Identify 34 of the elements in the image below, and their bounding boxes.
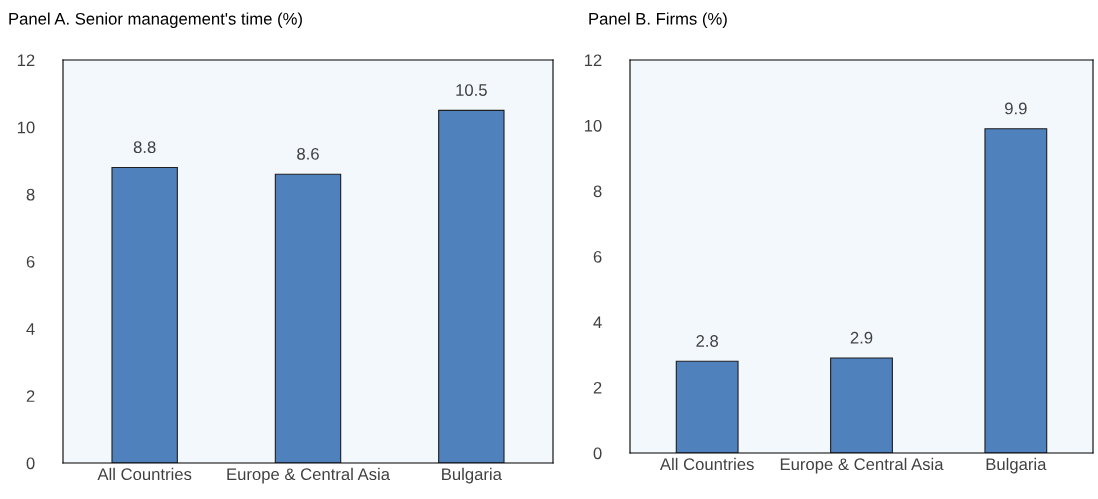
x-tick-label: All Countries — [97, 467, 192, 481]
bar — [830, 357, 893, 453]
y-tick-label: 6 — [593, 250, 602, 263]
data-label: 2.9 — [850, 331, 873, 344]
x-tick-label: Bulgaria — [442, 467, 502, 484]
y-tick-label: 4 — [593, 316, 602, 329]
y-tick-label: 6 — [26, 255, 35, 268]
y-tick-label: 8 — [593, 185, 602, 198]
y-tick-label: 4 — [26, 323, 35, 335]
x-tick-label: Europe & Central Asia — [227, 467, 390, 484]
data-label: 9.9 — [1005, 102, 1027, 115]
bar — [274, 173, 342, 463]
y-tick-label: 2 — [26, 390, 35, 402]
bar — [438, 109, 505, 463]
x-tick-label: Europe & Central Asia — [780, 457, 944, 474]
data-label: 10.5 — [456, 84, 487, 96]
bar — [984, 128, 1048, 453]
y-tick-label: 10 — [584, 119, 602, 132]
x-tick-label: Bulgaria — [986, 457, 1047, 474]
y-tick-label: 12 — [584, 54, 602, 67]
chart-title: Panel B. Firms (%) — [589, 12, 727, 28]
x-tick-label: All Countries — [659, 457, 754, 471]
y-tick-label: 10 — [17, 121, 35, 134]
bar — [111, 166, 178, 463]
y-tick-label: 0 — [26, 457, 35, 470]
bar — [675, 360, 739, 453]
data-label: 8.8 — [133, 141, 156, 154]
y-tick-label: 0 — [593, 447, 602, 460]
y-tick-label: 8 — [26, 188, 35, 201]
chart-title: Panel A. Senior management's time (%) — [9, 12, 302, 28]
y-tick-label: 2 — [593, 381, 602, 394]
data-label: 8.6 — [297, 147, 319, 160]
y-tick-label: 12 — [17, 54, 35, 67]
data-label: 2.8 — [696, 335, 719, 347]
